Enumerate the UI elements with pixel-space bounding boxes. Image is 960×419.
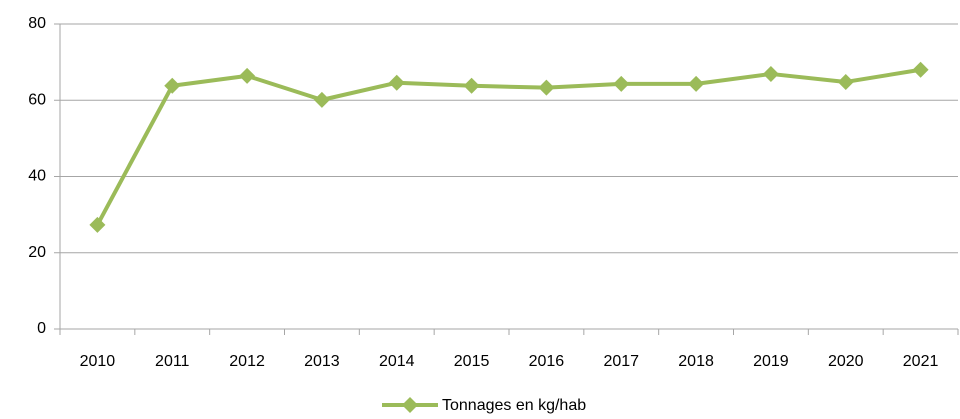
x-tick-label: 2016	[529, 353, 565, 370]
y-tick-label: 40	[28, 168, 46, 185]
legend-label: Tonnages en kg/hab	[442, 397, 586, 414]
x-tick-label: 2012	[229, 353, 265, 370]
data-marker	[538, 79, 555, 96]
y-tick-label: 60	[28, 91, 46, 108]
x-tick-label: 2013	[304, 353, 340, 370]
data-marker	[688, 75, 705, 92]
data-marker	[463, 77, 480, 94]
data-marker	[164, 77, 181, 94]
x-tick-label: 2017	[603, 353, 639, 370]
data-marker	[313, 91, 330, 108]
x-tick-label: 2010	[80, 353, 116, 370]
data-line	[95, 67, 921, 226]
x-tick-label: 2020	[828, 353, 864, 370]
data-marker	[613, 75, 630, 92]
y-tick-label: 0	[37, 320, 46, 337]
x-tick-label: 2021	[903, 353, 939, 370]
data-marker	[388, 74, 405, 91]
y-tick-label: 20	[28, 244, 46, 261]
x-tick-label: 2011	[155, 353, 190, 370]
data-marker	[912, 61, 929, 78]
legend-marker	[402, 397, 418, 413]
x-tick-label: 2018	[678, 353, 714, 370]
data-marker	[837, 73, 854, 90]
data-marker	[89, 216, 106, 233]
data-marker	[762, 65, 779, 82]
data-marker	[239, 67, 256, 84]
x-tick-label: 2019	[753, 353, 789, 370]
x-tick-label: 2015	[454, 353, 490, 370]
x-tick-label: 2014	[379, 353, 415, 370]
y-tick-label: 80	[28, 15, 46, 32]
